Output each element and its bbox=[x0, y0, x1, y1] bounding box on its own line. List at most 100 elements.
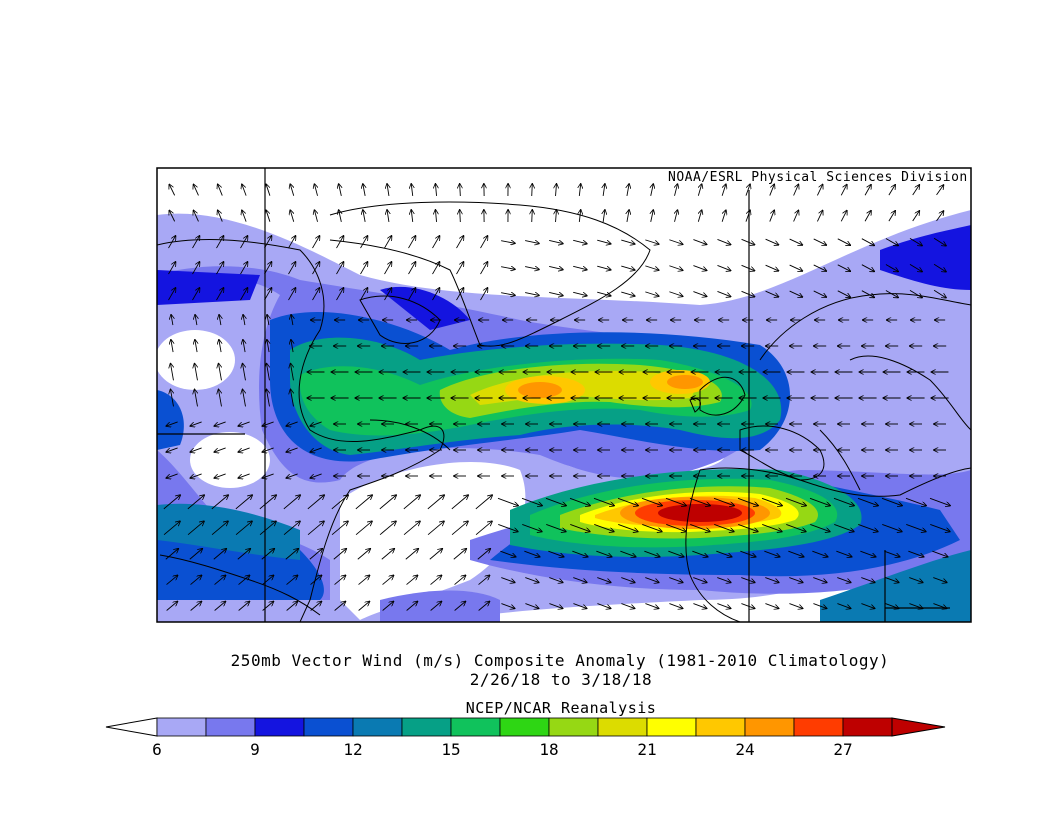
wind-vector-arrow bbox=[837, 238, 850, 245]
wind-vector-arrow bbox=[594, 524, 614, 531]
wind-vector-arrow bbox=[187, 495, 204, 510]
colorbar-swatch bbox=[254, 717, 305, 737]
wind-vector-arrow bbox=[219, 315, 221, 326]
wind-vector-arrow bbox=[556, 184, 557, 197]
wind-vector-arrow bbox=[307, 521, 324, 536]
wind-vector-arrow bbox=[285, 549, 298, 560]
wind-vector-arrow bbox=[312, 262, 320, 275]
wind-vector-arrow bbox=[645, 577, 658, 583]
wind-vector-arrow bbox=[929, 497, 950, 505]
wind-vector-arrow bbox=[933, 289, 946, 297]
wind-vector-arrow bbox=[669, 577, 682, 583]
wind-vector-arrow bbox=[762, 524, 782, 531]
wind-vector-arrow bbox=[785, 497, 806, 505]
wind-vector-arrow bbox=[570, 524, 590, 531]
wind-vector-arrow bbox=[189, 549, 202, 560]
wind-vector-arrow bbox=[645, 265, 658, 270]
wind-vector-arrow bbox=[906, 524, 926, 531]
wind-vector-arrow bbox=[168, 288, 176, 301]
wind-vector-arrow bbox=[168, 262, 176, 275]
wind-vector-arrow bbox=[861, 603, 874, 609]
wind-vector-arrow bbox=[192, 288, 200, 301]
wind-vector-arrow bbox=[593, 497, 614, 505]
wind-vector-arrow bbox=[475, 521, 492, 536]
wind-vector-arrow bbox=[861, 290, 874, 298]
wind-vector-arrow bbox=[214, 601, 226, 611]
wind-vectors bbox=[163, 184, 950, 611]
wind-vector-arrow bbox=[336, 236, 344, 249]
wind-vector-arrow bbox=[430, 575, 442, 585]
wind-vector-arrow bbox=[597, 577, 610, 583]
wind-vector-arrow bbox=[525, 293, 539, 296]
wind-vector-arrow bbox=[334, 575, 346, 585]
wind-vector-arrow bbox=[912, 211, 920, 222]
wind-vector-arrow bbox=[169, 211, 176, 222]
wind-vector-arrow bbox=[627, 184, 629, 196]
wind-vector-arrow bbox=[669, 265, 682, 271]
wind-vector-arrow bbox=[451, 495, 468, 510]
wind-vector-arrow bbox=[789, 290, 803, 297]
wind-vector-arrow bbox=[454, 575, 466, 585]
wind-vector-arrow bbox=[669, 603, 682, 609]
wind-vector-arrow bbox=[240, 288, 248, 301]
colorbar-swatch bbox=[156, 717, 207, 737]
wind-vector-arrow bbox=[432, 262, 440, 275]
colorbar-swatch bbox=[793, 717, 844, 737]
wind-vector-arrow bbox=[888, 211, 895, 222]
wind-vector-arrow bbox=[309, 549, 322, 560]
wind-vector-arrow bbox=[769, 184, 774, 196]
wind-vector-arrow bbox=[525, 267, 539, 270]
wind-vector-arrow bbox=[621, 239, 634, 244]
colorbar-tick-label: 15 bbox=[441, 740, 461, 759]
wind-vector-arrow bbox=[283, 495, 300, 510]
wind-vector-arrow bbox=[645, 603, 658, 609]
wind-vector-arrow bbox=[789, 238, 803, 245]
wind-vector-arrow bbox=[291, 390, 294, 407]
wind-vector-arrow bbox=[243, 315, 245, 326]
wind-vector-arrow bbox=[717, 291, 730, 296]
wind-vector-arrow bbox=[840, 211, 847, 222]
wind-vector-arrow bbox=[243, 390, 246, 407]
wind-vector-arrow bbox=[314, 210, 317, 222]
wind-vector-arrow bbox=[261, 549, 274, 560]
colorbar bbox=[105, 717, 946, 737]
wind-vector-arrow bbox=[190, 421, 202, 426]
wind-vector-arrow bbox=[741, 264, 755, 270]
wind-vector-arrow bbox=[171, 364, 174, 381]
wind-vector-arrow bbox=[286, 601, 298, 611]
wind-vector-arrow bbox=[166, 421, 178, 426]
wind-vector-arrow bbox=[216, 236, 224, 249]
wind-vector-arrow bbox=[693, 577, 706, 583]
wind-vector-arrow bbox=[793, 185, 799, 196]
wind-vector-arrow bbox=[262, 601, 274, 611]
wind-vector-arrow bbox=[549, 292, 563, 295]
colorbar-tick-label: 9 bbox=[250, 740, 260, 759]
wind-vector-arrow bbox=[237, 549, 250, 560]
wind-vector-arrow bbox=[549, 266, 563, 269]
wind-vector-arrow bbox=[283, 521, 300, 536]
wind-vector-arrow bbox=[408, 236, 416, 249]
wind-vector-arrow bbox=[690, 524, 710, 531]
wind-vector-arrow bbox=[834, 524, 854, 531]
wind-vector-arrow bbox=[813, 290, 827, 297]
colorbar-tick-label: 18 bbox=[539, 740, 559, 759]
wind-vector-arrow bbox=[384, 262, 392, 275]
wind-vector-arrow bbox=[789, 264, 803, 271]
wind-vector-arrow bbox=[267, 364, 270, 381]
wind-vector-arrow bbox=[713, 497, 734, 505]
wind-vector-arrow bbox=[358, 601, 370, 611]
wind-vector-arrow bbox=[355, 521, 372, 536]
wind-vector-arrow bbox=[242, 184, 247, 196]
wind-vector-arrow bbox=[339, 210, 342, 222]
wind-vector-arrow bbox=[573, 239, 587, 243]
wind-vector-arrow bbox=[286, 575, 298, 585]
wind-vector-arrow bbox=[363, 210, 365, 222]
wind-vector-arrow bbox=[243, 364, 246, 381]
wind-vector-arrow bbox=[888, 185, 895, 196]
wind-vector-arrow bbox=[478, 575, 490, 585]
wind-vector-arrow bbox=[765, 577, 778, 583]
wind-vector-arrow bbox=[597, 265, 611, 270]
wind-vector-arrow bbox=[817, 211, 822, 222]
wind-vector-arrow bbox=[525, 241, 539, 244]
wind-vector-arrow bbox=[358, 575, 370, 585]
